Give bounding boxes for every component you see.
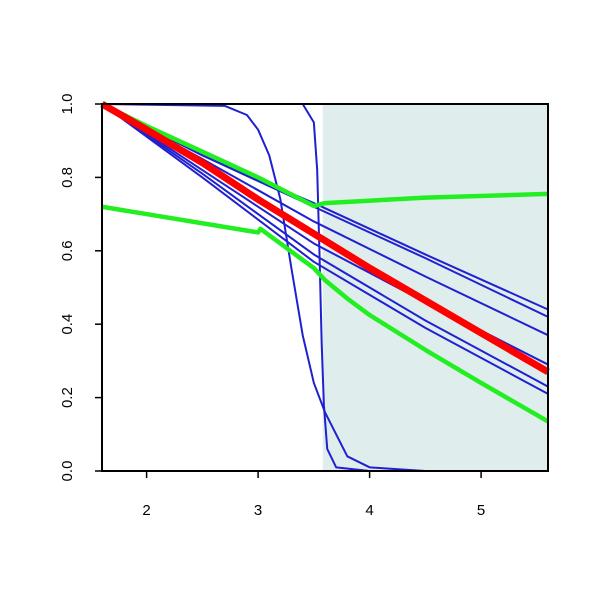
plot-frame — [101, 103, 549, 472]
x-tick-label: 3 — [254, 502, 262, 519]
y-tick-label: 0.2 — [59, 387, 76, 408]
x-tick-label: 4 — [365, 502, 373, 519]
series-line — [101, 103, 549, 388]
x-tick-label: 2 — [142, 502, 150, 519]
series-line — [101, 103, 548, 472]
y-tick-label: 1.0 — [59, 94, 76, 115]
series-line — [101, 204, 550, 424]
y-tick-label: 0.8 — [59, 167, 76, 188]
shaded-region — [322, 104, 548, 471]
series-line — [100, 100, 550, 375]
x-tick-label: 5 — [477, 502, 485, 519]
y-tick-label: 0.6 — [59, 240, 76, 261]
series-line — [101, 103, 549, 395]
y-tick-label: 0.0 — [59, 461, 76, 482]
y-tick-label: 0.4 — [59, 314, 76, 335]
series-line — [101, 101, 549, 209]
series-line — [102, 103, 548, 472]
